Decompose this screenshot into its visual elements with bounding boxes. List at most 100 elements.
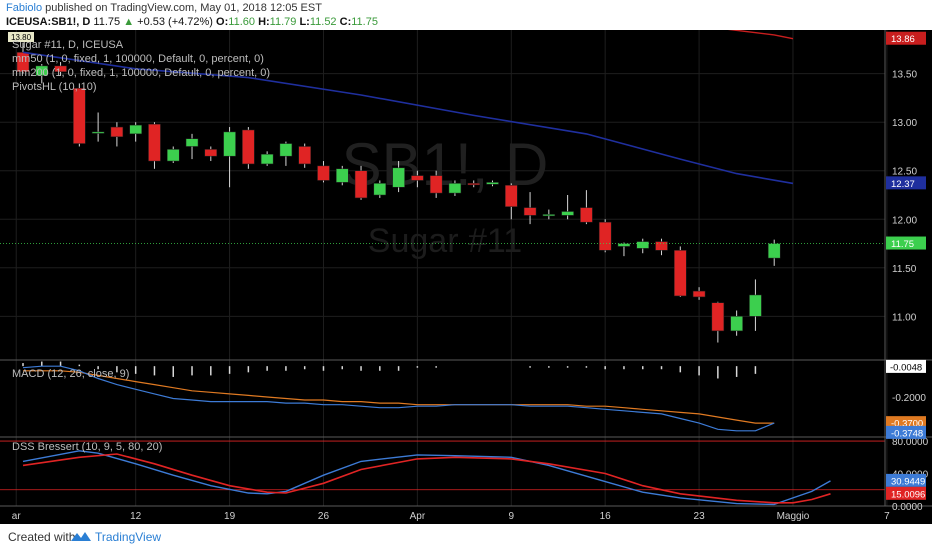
candle-body[interactable] <box>392 167 405 188</box>
dss-slow-line <box>22 453 831 504</box>
candle-body[interactable] <box>674 250 687 297</box>
macd-value-label: -0.3700 <box>891 419 923 430</box>
price-value-label-box <box>886 176 926 190</box>
chart-canvas[interactable]: SB1!, D Sugar #11 13.5013.0012.5012.0011… <box>0 30 932 524</box>
close-label: C: <box>339 16 352 28</box>
last-price: 11.75 <box>93 16 121 28</box>
macd-value-label: -0.3748 <box>891 428 923 439</box>
time-tick-label: 26 <box>318 511 330 522</box>
candle-body[interactable] <box>336 168 349 183</box>
macd-value-label: -0.0048 <box>890 362 922 373</box>
time-axis[interactable]: ar 12 19 26 Apr 9 16 23 Maggio 7 <box>12 511 890 522</box>
candle-body[interactable] <box>260 153 274 165</box>
watermark-name: Sugar #11 <box>368 222 522 260</box>
symbol-label: ICEUSA:SB1!, D <box>6 16 91 28</box>
price-tick-label: 12.50 <box>892 167 917 178</box>
candle-body[interactable] <box>317 165 330 181</box>
candle-body[interactable] <box>749 294 762 317</box>
candle-body[interactable] <box>505 185 518 207</box>
price-tick-label: 11.00 <box>892 312 917 323</box>
legend-macd: MACD (12, 26, close, 9) <box>12 368 129 380</box>
legend-ma200: mm200 (1, 0, fixed, 1, 100000, Default, … <box>12 67 270 79</box>
candle-body[interactable] <box>561 211 574 216</box>
candle-body[interactable] <box>373 183 387 196</box>
dss-tick-label: 0.0000 <box>892 502 923 513</box>
time-tick-label: 7 <box>884 511 890 522</box>
macd-line <box>22 365 775 432</box>
candle-body[interactable] <box>35 65 49 76</box>
time-tick-label: 19 <box>224 511 236 522</box>
candle-body[interactable] <box>523 207 537 216</box>
candle-body[interactable] <box>767 243 781 259</box>
candle-body[interactable] <box>636 241 649 249</box>
chart-background <box>0 30 932 524</box>
candle-body[interactable] <box>429 175 443 194</box>
candle-body[interactable] <box>542 214 556 217</box>
dss-value-label-box <box>886 486 926 500</box>
open-label: O: <box>216 16 229 28</box>
candle-body[interactable] <box>54 65 67 72</box>
price-tick-label: 11.50 <box>892 264 917 275</box>
macd-pane[interactable] <box>22 361 775 432</box>
ma200-line <box>22 51 794 185</box>
candle-body[interactable] <box>580 207 593 223</box>
candle-body[interactable] <box>486 182 499 185</box>
tradingview-logo-icon <box>71 532 91 541</box>
price-change: +0.53 (+4.72%) <box>137 16 213 28</box>
dss-value-label-box <box>886 473 926 487</box>
candle-body[interactable] <box>242 129 255 165</box>
candle-body[interactable] <box>354 170 368 199</box>
candle-body[interactable] <box>711 302 725 332</box>
dss-tick-label: 80.0000 <box>892 437 929 448</box>
candle-body[interactable] <box>166 149 180 162</box>
candle-body[interactable] <box>617 243 631 247</box>
low-label: L: <box>299 16 310 28</box>
candle-body[interactable] <box>148 123 161 162</box>
close-value: 11.75 <box>351 16 378 28</box>
candle-body[interactable] <box>73 87 86 144</box>
ma50-line <box>727 30 794 40</box>
value-labels: 13.86 12.37 11.75 -0.0048 -0.3700-0.3748 30.9… <box>886 31 926 500</box>
candle-body[interactable] <box>692 290 706 298</box>
price-value-label-box <box>886 236 926 250</box>
dss-pane[interactable] <box>0 440 885 506</box>
high-value: 11.79 <box>269 16 297 28</box>
time-tick-label: Apr <box>410 511 426 522</box>
pivot-high-text: 13.80 <box>11 33 32 42</box>
price-value-label-box <box>886 31 926 45</box>
candle-body[interactable] <box>204 149 218 157</box>
author-link[interactable]: Fabiolo <box>6 2 43 14</box>
candle-body[interactable] <box>185 138 199 147</box>
candle-body[interactable] <box>448 183 462 194</box>
candle-body[interactable] <box>298 146 311 165</box>
candle-body[interactable] <box>223 131 236 157</box>
candle-body[interactable] <box>730 316 743 332</box>
legend-ma50: mm50 (1, 0, fixed, 1, 100000, Default, 0… <box>12 53 264 65</box>
tradingview-link[interactable]: TradingView <box>95 530 162 544</box>
candle-body[interactable] <box>655 241 668 251</box>
low-value: 11.52 <box>309 16 337 28</box>
time-tick-label: 16 <box>600 511 612 522</box>
open-value: 11.60 <box>228 16 255 28</box>
macd-tick-label: -0.2000 <box>892 393 926 404</box>
price-value-label: 13.86 <box>891 34 915 45</box>
candle-body[interactable] <box>411 175 424 181</box>
legend-series: Sugar #11, D, ICEUSA <box>12 39 124 51</box>
candle-body[interactable] <box>598 221 612 251</box>
time-tick-label: ar <box>12 511 22 522</box>
price-value-label: 12.37 <box>891 179 915 190</box>
pane-dividers <box>0 30 932 507</box>
dss-fast-line <box>22 450 831 506</box>
price-tick-label: 13.50 <box>892 70 917 81</box>
macd-hist-label-box <box>886 359 926 373</box>
legend-dss: DSS Bressert (10, 9, 5, 80, 20) <box>12 441 162 453</box>
candle-body[interactable] <box>279 143 293 157</box>
price-pane[interactable] <box>0 30 885 343</box>
macd-signal-line <box>23 370 775 424</box>
candle-body[interactable] <box>110 126 124 138</box>
candle-body[interactable] <box>467 183 480 186</box>
candle-body[interactable] <box>91 131 105 134</box>
candle-body[interactable] <box>129 124 142 135</box>
grid <box>0 30 888 506</box>
time-tick-label: 23 <box>694 511 706 522</box>
